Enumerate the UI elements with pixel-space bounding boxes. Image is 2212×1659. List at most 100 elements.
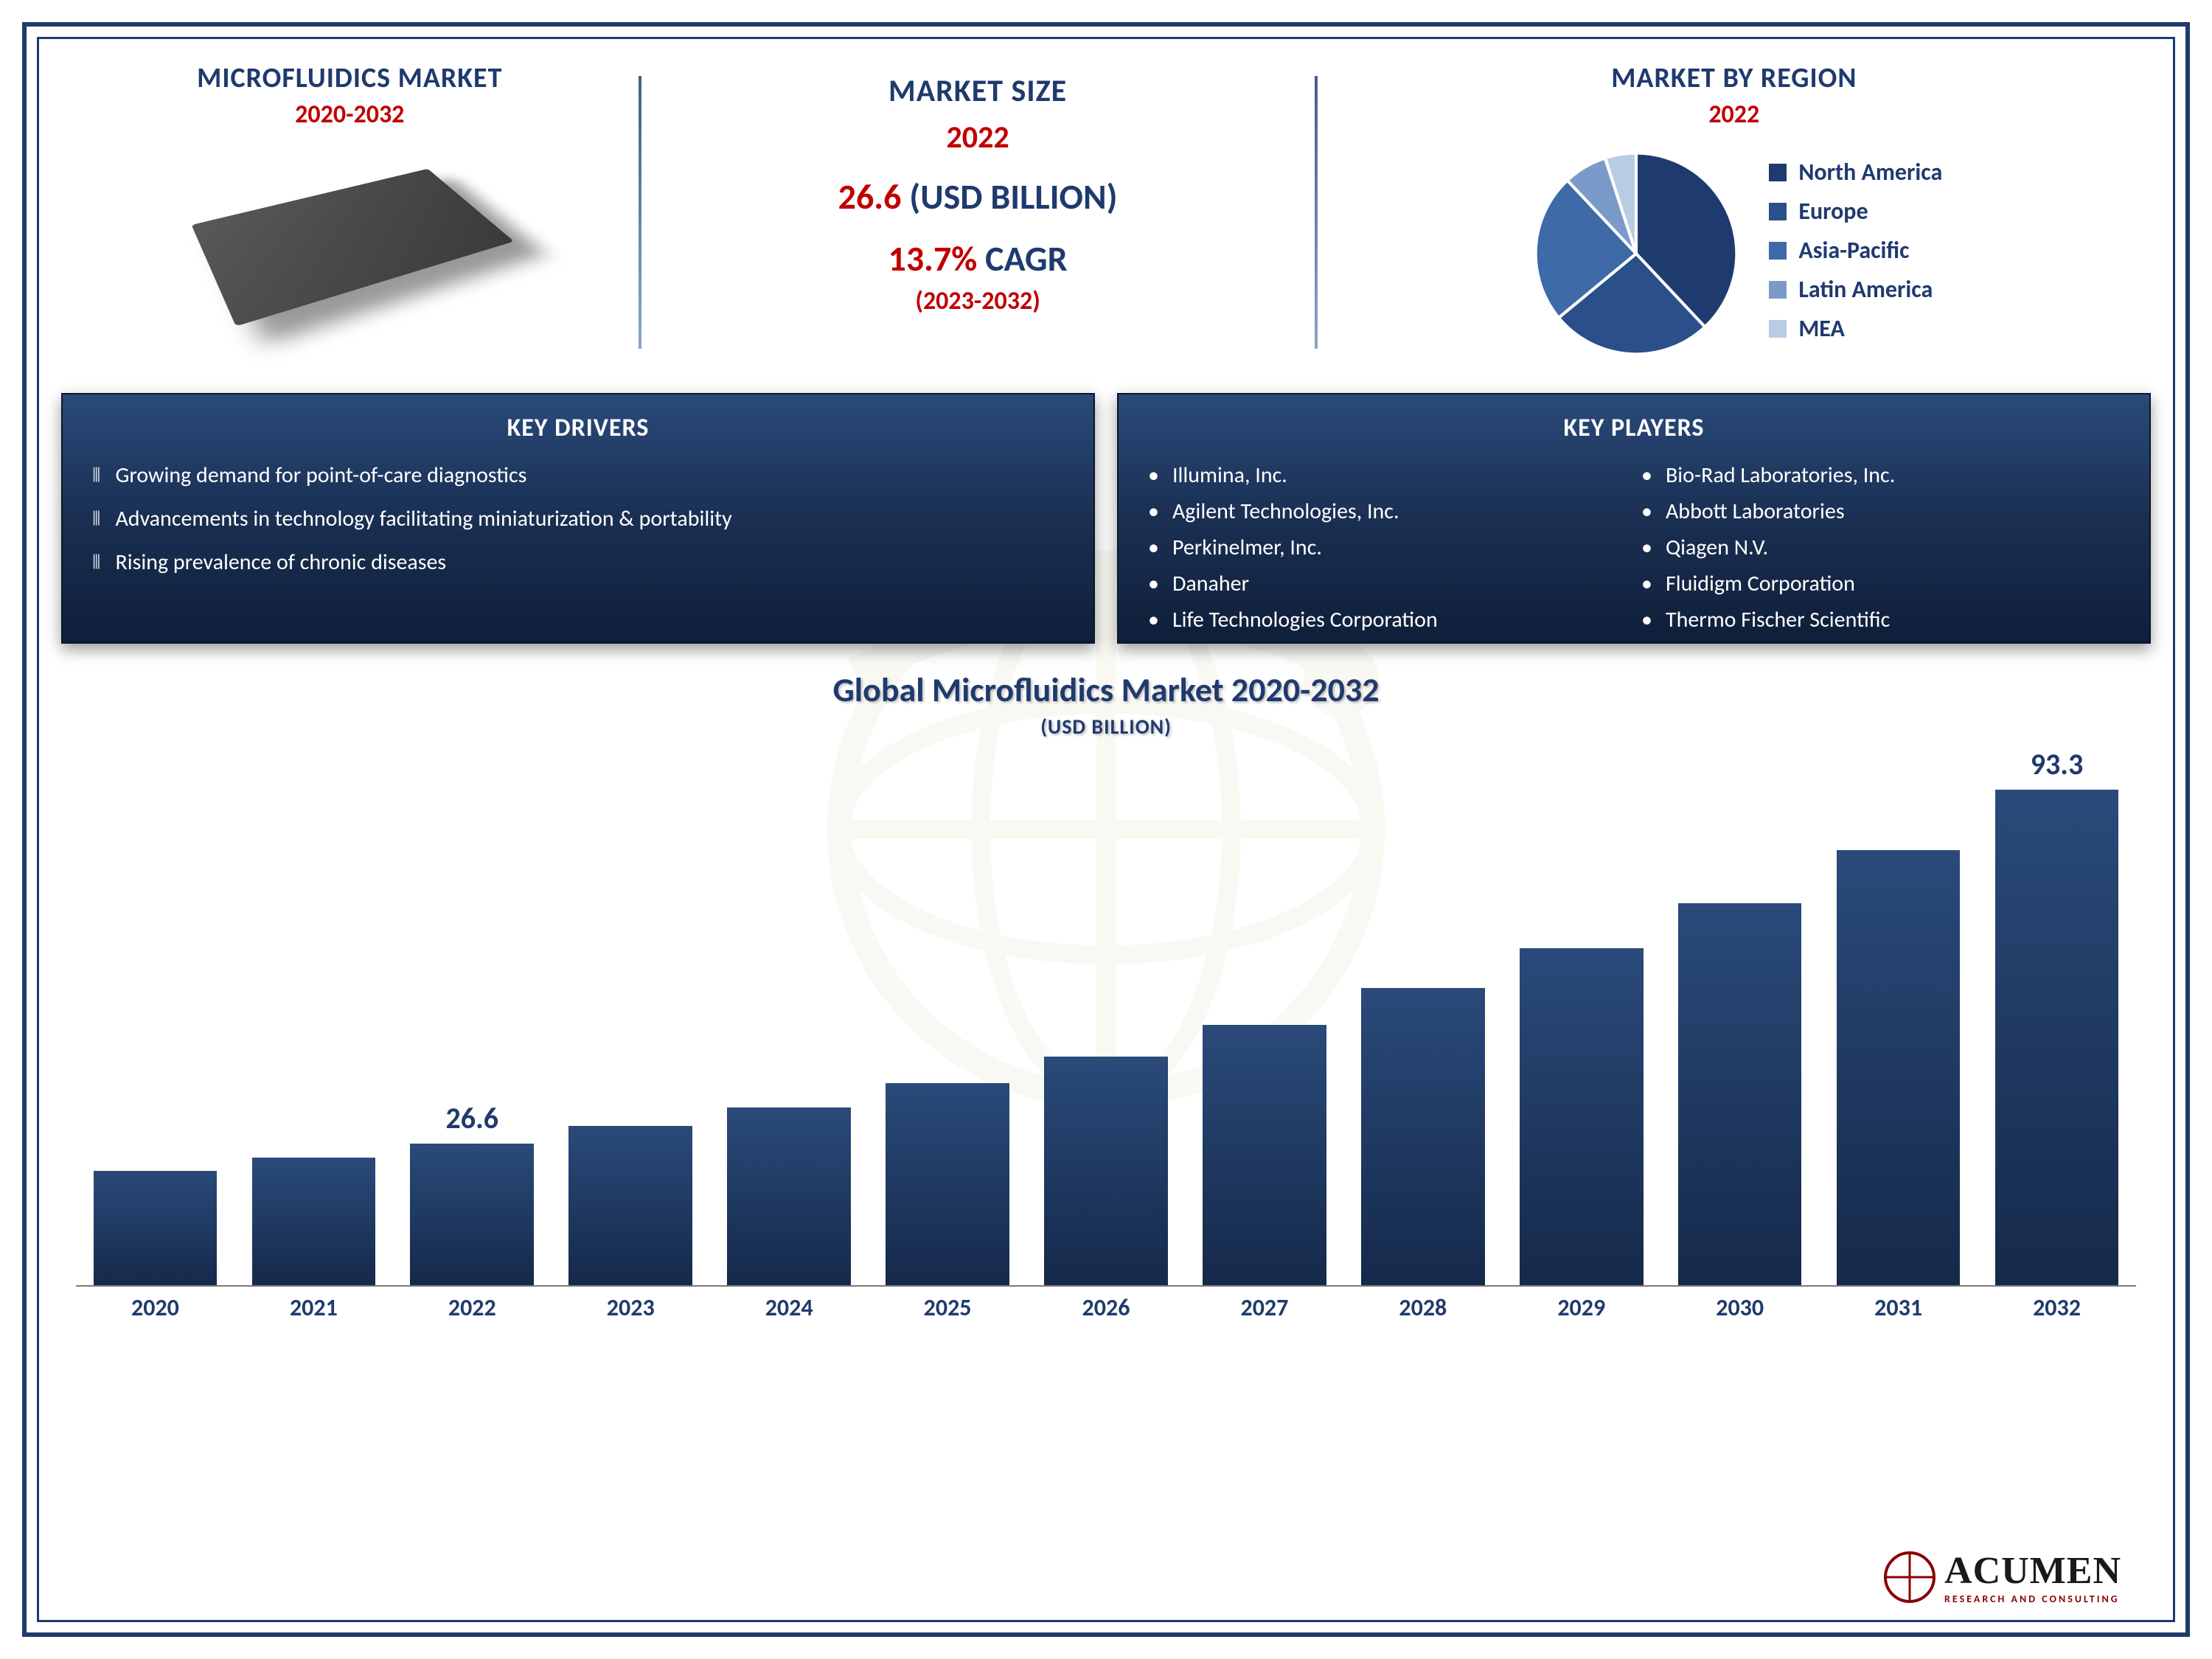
- bar-container: 2023: [552, 754, 710, 1329]
- bar-container: 2025: [869, 754, 1027, 1329]
- header-row: MICROFLUIDICS MARKET 2020-2032 MARKET SI…: [61, 61, 2151, 371]
- bar-chart-title: Global Microfluidics Market 2020-2032: [61, 669, 2151, 711]
- driver-item: ⦀ Rising prevalence of chronic diseases: [92, 549, 1064, 576]
- bar-x-label: 2023: [607, 1293, 655, 1322]
- pie-legend: North America Europe Asia-Pacific Latin Ame…: [1769, 158, 1942, 353]
- market-period: 2020-2032: [295, 100, 404, 130]
- market-cagr: 13.7% CAGR: [888, 237, 1068, 280]
- player-item: Fluidigm Corporation: [1641, 570, 2120, 597]
- microfluidic-chip-icon: [192, 169, 515, 327]
- bar-x-label: 2029: [1557, 1293, 1605, 1322]
- logo-name: ACUMEN: [1944, 1549, 2121, 1593]
- player-item: Bio-Rad Laboratories, Inc.: [1641, 462, 2120, 489]
- bar-container: 2031: [1819, 754, 1978, 1329]
- bar: [1361, 988, 1485, 1285]
- cagr-period: (2023-2032): [915, 286, 1040, 316]
- legend-item: MEA: [1769, 314, 1942, 343]
- bar-container: 26.6 2022: [393, 754, 552, 1329]
- bar-x-label: 2026: [1082, 1293, 1130, 1322]
- bar-x-label: 2031: [1874, 1293, 1922, 1322]
- bar-value-label: 93.3: [2031, 746, 2084, 782]
- bullet-icon: ⦀: [92, 463, 100, 487]
- key-drivers-box: KEY DRIVERS ⦀ Growing demand for point-of…: [61, 393, 1095, 644]
- bar-container: 2030: [1660, 754, 1819, 1329]
- bar-container: 2028: [1343, 754, 1502, 1329]
- bar: [886, 1083, 1009, 1285]
- key-players-box: KEY PLAYERS Illumina, Inc. Agilent Techno…: [1117, 393, 2151, 644]
- players-title: KEY PLAYERS: [1148, 413, 2120, 443]
- legend-item: Latin America: [1769, 275, 1942, 304]
- bar: [410, 1144, 534, 1285]
- legend-swatch: [1769, 281, 1787, 299]
- legend-swatch: [1769, 320, 1787, 338]
- bar-x-label: 2032: [2033, 1293, 2081, 1322]
- bar-x-label: 2028: [1399, 1293, 1447, 1322]
- driver-text: Rising prevalence of chronic diseases: [115, 549, 446, 576]
- bar: [94, 1171, 218, 1285]
- driver-item: ⦀Advancements in technology facilitating…: [92, 505, 1064, 532]
- player-item: Thermo Fischer Scientific: [1641, 606, 2120, 633]
- logo-tagline: RESEARCH AND CONSULTING: [1944, 1593, 2121, 1605]
- bar-container: 2029: [1502, 754, 1660, 1329]
- bar-x-label: 2022: [448, 1293, 496, 1322]
- legend-swatch: [1769, 242, 1787, 260]
- company-logo: ACUMEN RESEARCH AND CONSULTING: [1884, 1549, 2121, 1605]
- bar: [1837, 850, 1961, 1285]
- bullet-icon: ⦀: [92, 550, 100, 574]
- player-item: Illumina, Inc.: [1148, 462, 1627, 489]
- info-boxes: KEY DRIVERS ⦀ Growing demand for point-of…: [61, 393, 2151, 644]
- player-item: Danaher: [1148, 570, 1627, 597]
- region-pie-chart: [1526, 143, 1747, 364]
- bar-x-label: 2024: [765, 1293, 813, 1322]
- legend-label: Latin America: [1798, 275, 1933, 304]
- bar-container: 2024: [710, 754, 869, 1329]
- legend-swatch: [1769, 164, 1787, 181]
- bar-container: 2021: [234, 754, 393, 1329]
- player-item: Abbott Laboratories: [1641, 498, 2120, 525]
- bar-chart-subtitle: (USD BILLION): [61, 714, 2151, 740]
- bar-container: 93.32032: [1978, 754, 2136, 1329]
- legend-label: North America: [1798, 158, 1942, 187]
- driver-text: Advancements in technology facilitating …: [115, 505, 731, 532]
- bar-x-label: 2020: [131, 1293, 179, 1322]
- legend-item: Asia-Pacific: [1769, 236, 1942, 265]
- bar-chart: 2020 2021 26.6 2022 2023 2024 2025 2026 2027 2028…: [61, 754, 2151, 1329]
- market-size-title: MARKET SIZE: [888, 72, 1067, 110]
- player-item: Perkinelmer, Inc.: [1148, 534, 1627, 561]
- player-item: Agilent Technologies, Inc.: [1148, 498, 1627, 525]
- bar-chart-title-block: Global Microfluidics Market 2020-2032 (U…: [61, 669, 2151, 740]
- player-item: Life Technologies Corporation: [1148, 606, 1627, 633]
- bar-container: 2027: [1185, 754, 1343, 1329]
- bar-x-label: 2021: [290, 1293, 338, 1322]
- legend-item: Europe: [1769, 197, 1942, 226]
- bar: [1678, 903, 1802, 1285]
- bar-container: 2020: [76, 754, 234, 1329]
- market-title: MICROFLUIDICS MARKET: [197, 61, 502, 95]
- bar-value-label: 26.6: [446, 1100, 499, 1136]
- driver-item: ⦀ Growing demand for point-of-care diagno…: [92, 462, 1064, 489]
- bar: [727, 1107, 851, 1285]
- player-item: Qiagen N.V.: [1641, 534, 2120, 561]
- bar-x-label: 2027: [1240, 1293, 1288, 1322]
- logo-globe-icon: [1884, 1551, 1935, 1603]
- legend-swatch: [1769, 203, 1787, 220]
- bar: [1520, 948, 1644, 1285]
- bar: [568, 1126, 692, 1285]
- region-year: 2022: [1708, 100, 1759, 130]
- legend-label: Asia-Pacific: [1798, 236, 1909, 265]
- bar: [1203, 1025, 1326, 1285]
- drivers-title: KEY DRIVERS: [92, 413, 1064, 443]
- legend-item: North America: [1769, 158, 1942, 187]
- bar: [1995, 790, 2119, 1285]
- bar-x-label: 2030: [1716, 1293, 1764, 1322]
- bar: [1044, 1057, 1168, 1285]
- market-size-value: 26.6 (USD BILLION): [838, 175, 1118, 218]
- market-size-year: 2022: [947, 119, 1009, 156]
- bar-x-label: 2025: [924, 1293, 972, 1322]
- region-title: MARKET BY REGION: [1611, 61, 1857, 95]
- bar: [252, 1158, 376, 1285]
- legend-label: MEA: [1798, 314, 1845, 343]
- legend-label: Europe: [1798, 197, 1868, 226]
- bar-container: 2026: [1027, 754, 1186, 1329]
- driver-text: Growing demand for point-of-care diagnos…: [115, 462, 526, 489]
